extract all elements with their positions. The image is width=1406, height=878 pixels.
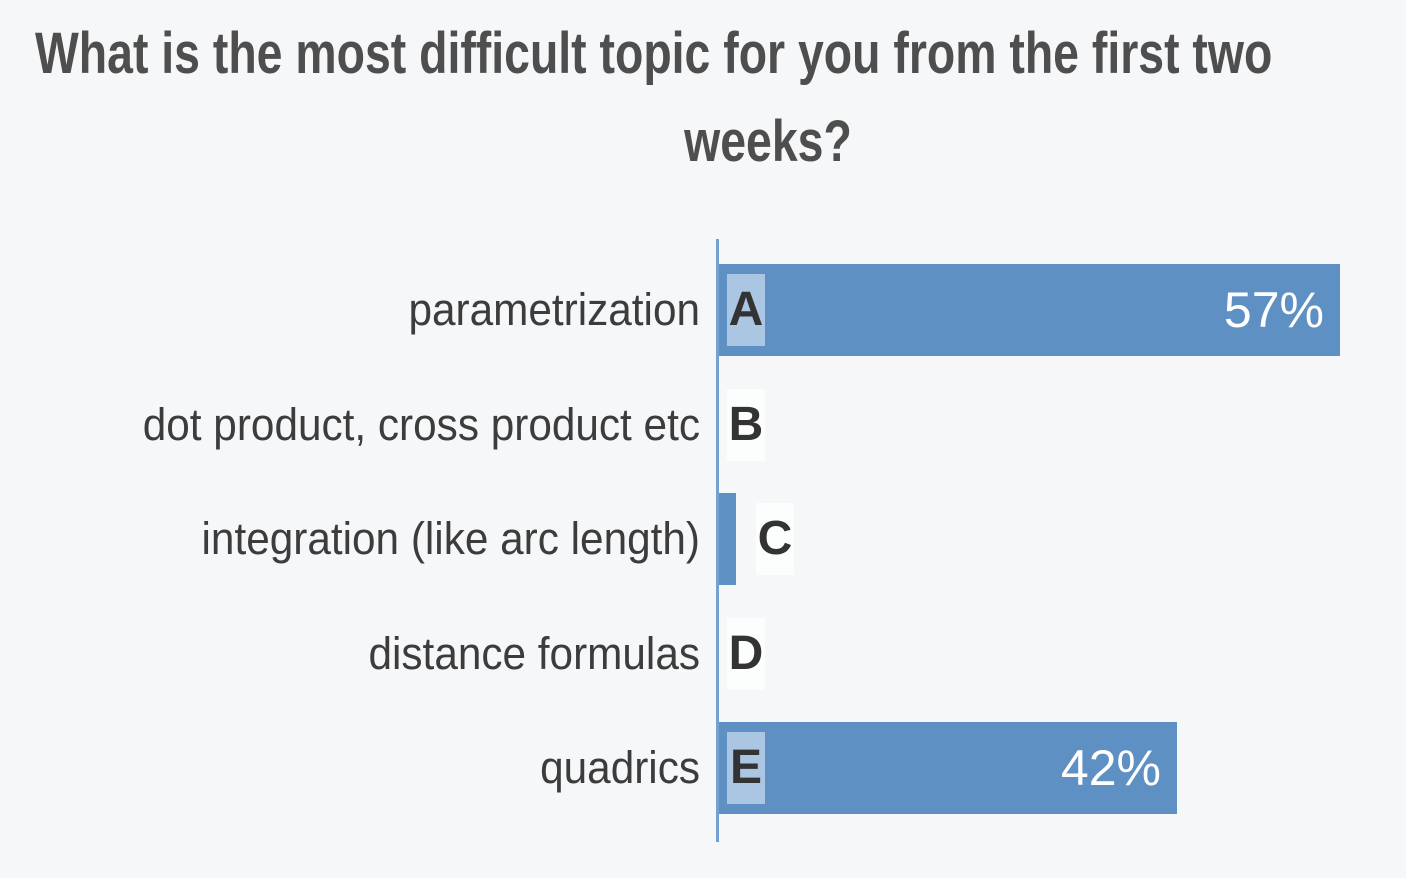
option-letter: A [728,283,764,336]
option-letter: B [728,398,764,451]
bar [719,722,1177,814]
poll-question-title-line1: What is the most difficult topic for you… [35,21,1273,86]
bar [719,264,1340,356]
option-letter-chip: C [756,503,794,575]
poll-question-title-line2: weeks? [684,109,852,174]
category-label: integration (like arc length) [201,513,700,564]
y-axis-line [716,239,719,842]
option-letter: E [729,741,762,794]
category-label: quadrics [540,742,700,793]
option-letter: D [728,627,764,680]
value-label: 42% [1060,740,1161,796]
bar [719,493,736,585]
category-label: distance formulas [368,628,700,679]
option-letter: C [757,512,793,565]
category-label: parametrization [408,284,700,335]
option-letter-chip: A [727,274,765,346]
option-letter-chip: E [727,732,765,804]
option-letter-chip: D [727,618,765,690]
category-label: dot product, cross product etc [142,399,701,450]
option-letter-chip: B [727,389,765,461]
value-label: 57% [1223,282,1324,338]
